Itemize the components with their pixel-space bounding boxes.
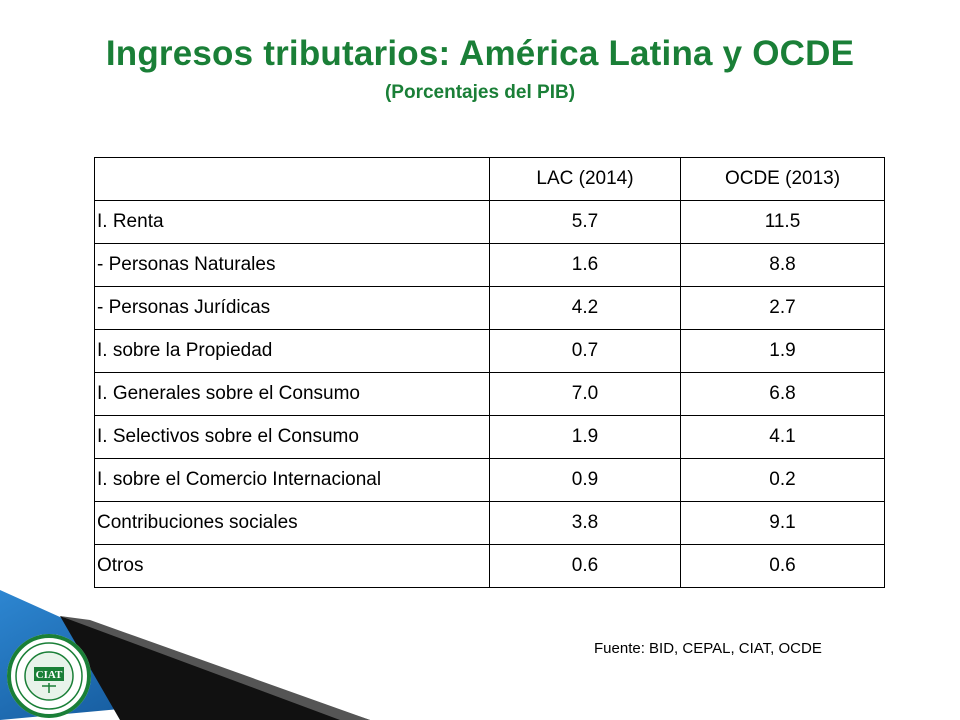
lac-value: 3.8	[489, 501, 681, 545]
slide-title: Ingresos tributarios: América Latina y O…	[105, 34, 855, 73]
lac-value: 1.9	[489, 415, 681, 459]
tax-revenue-table: LAC (2014) OCDE (2013) I. Renta 5.7 11.5- …	[94, 157, 885, 588]
table-row: - Personas Jurídicas 4.2 2.7	[94, 286, 885, 330]
row-label: Contribuciones sociales	[94, 501, 490, 545]
ocde-value: 9.1	[680, 501, 885, 545]
row-label: Otros	[94, 544, 490, 588]
table-header-row: LAC (2014) OCDE (2013)	[94, 157, 885, 201]
table-row: Otros 0.6 0.6	[94, 544, 885, 588]
table-body: I. Renta 5.7 11.5- Personas Naturales 1.6 8.…	[94, 200, 885, 588]
row-label: I. Selectivos sobre el Consumo	[94, 415, 490, 459]
ocde-value: 1.9	[680, 329, 885, 373]
source-note: Fuente: BID, CEPAL, CIAT, OCDE	[594, 640, 822, 657]
gray-swoosh-shape	[60, 616, 370, 720]
table-row: I. sobre la Propiedad 0.7 1.9	[94, 329, 885, 373]
ocde-value: 11.5	[680, 200, 885, 244]
logo-text: CIAT	[36, 669, 63, 681]
row-label: I. Renta	[94, 200, 490, 244]
header-blank-cell	[94, 157, 490, 201]
lac-value: 0.9	[489, 458, 681, 502]
table-row: I. Generales sobre el Consumo 7.0 6.8	[94, 372, 885, 416]
table-row: - Personas Naturales 1.6 8.8	[94, 243, 885, 287]
ciat-logo: CIAT	[7, 634, 91, 718]
ocde-value: 6.8	[680, 372, 885, 416]
row-label: - Personas Naturales	[94, 243, 490, 287]
lac-value: 5.7	[489, 200, 681, 244]
slide-subtitle: (Porcentajes del PIB)	[384, 82, 576, 103]
header-lac: LAC (2014)	[489, 157, 681, 201]
ocde-value: 2.7	[680, 286, 885, 330]
row-label: - Personas Jurídicas	[94, 286, 490, 330]
row-label: I. Generales sobre el Consumo	[94, 372, 490, 416]
ocde-value: 0.6	[680, 544, 885, 588]
ocde-value: 4.1	[680, 415, 885, 459]
lac-value: 0.7	[489, 329, 681, 373]
lac-value: 4.2	[489, 286, 681, 330]
row-label: I. sobre el Comercio Internacional	[94, 458, 490, 502]
ocde-value: 8.8	[680, 243, 885, 287]
table-row: I. Renta 5.7 11.5	[94, 200, 885, 244]
table-row: I. sobre el Comercio Internacional 0.9 0.2	[94, 458, 885, 502]
ocde-value: 0.2	[680, 458, 885, 502]
lac-value: 1.6	[489, 243, 681, 287]
header-ocde: OCDE (2013)	[680, 157, 885, 201]
lac-value: 7.0	[489, 372, 681, 416]
row-label: I. sobre la Propiedad	[94, 329, 490, 373]
lac-value: 0.6	[489, 544, 681, 588]
table-row: I. Selectivos sobre el Consumo 1.9 4.1	[94, 415, 885, 459]
table-row: Contribuciones sociales 3.8 9.1	[94, 501, 885, 545]
